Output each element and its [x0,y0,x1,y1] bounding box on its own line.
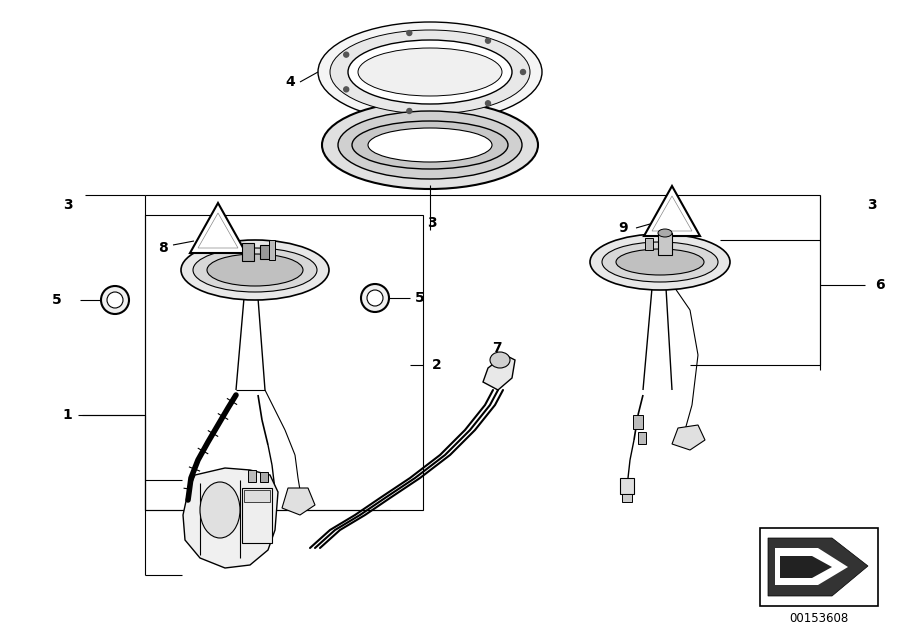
Polygon shape [483,355,515,390]
Circle shape [344,52,348,57]
Circle shape [407,109,412,113]
Bar [622,494,632,502]
Text: 3: 3 [428,216,436,230]
Ellipse shape [358,48,502,96]
Bar [645,238,653,250]
Ellipse shape [602,242,718,282]
Polygon shape [282,488,315,515]
Text: 3: 3 [63,198,73,212]
Circle shape [485,100,490,106]
Ellipse shape [367,290,383,306]
Ellipse shape [318,22,542,122]
Bar [145,215,423,510]
Circle shape [407,31,412,36]
Bar [248,470,256,482]
Ellipse shape [348,40,512,104]
Text: 5: 5 [52,293,62,307]
Bar [260,472,268,482]
Bar [242,243,254,261]
Text: 6: 6 [875,278,885,292]
Polygon shape [190,203,246,253]
Bar [760,528,878,606]
Bar [244,490,270,502]
Ellipse shape [200,482,240,538]
Text: 7: 7 [492,341,502,355]
Text: ⚠: ⚠ [665,213,677,227]
Polygon shape [183,468,278,568]
Bar [260,245,270,259]
Ellipse shape [107,292,123,308]
Bar [633,415,643,429]
Text: 9: 9 [618,221,628,235]
Polygon shape [780,556,832,578]
Ellipse shape [368,128,492,162]
Text: 4: 4 [285,75,295,89]
Text: 2: 2 [432,358,442,372]
Ellipse shape [658,229,672,237]
Polygon shape [768,538,868,596]
Text: ⚠: ⚠ [211,230,223,244]
Polygon shape [644,186,700,236]
Ellipse shape [616,249,704,275]
Ellipse shape [590,234,730,290]
Bar [620,478,634,494]
Bar [242,488,272,543]
Ellipse shape [101,286,129,314]
Ellipse shape [322,101,538,189]
Circle shape [520,69,526,74]
Ellipse shape [207,254,303,286]
Ellipse shape [490,352,510,368]
Text: 3: 3 [867,198,877,212]
Text: 8: 8 [158,241,168,255]
Bar [658,233,672,255]
Ellipse shape [352,121,508,169]
Ellipse shape [181,240,329,300]
Bar [638,432,646,444]
Text: 00153608: 00153608 [789,611,849,625]
Text: 5: 5 [415,291,425,305]
Polygon shape [672,425,705,450]
Text: 1: 1 [62,408,72,422]
Circle shape [344,87,348,92]
Ellipse shape [361,284,389,312]
Ellipse shape [193,248,317,292]
Ellipse shape [338,111,522,179]
Circle shape [485,38,490,43]
Bar [269,240,275,260]
Polygon shape [775,548,848,585]
Ellipse shape [330,30,530,114]
